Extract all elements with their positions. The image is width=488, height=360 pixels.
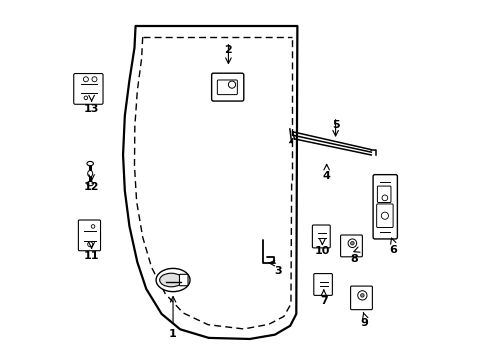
Ellipse shape <box>87 170 93 177</box>
Text: 10: 10 <box>314 247 329 256</box>
FancyBboxPatch shape <box>78 220 101 251</box>
Ellipse shape <box>87 181 93 186</box>
Ellipse shape <box>87 161 93 166</box>
Circle shape <box>87 242 93 247</box>
FancyBboxPatch shape <box>376 204 392 228</box>
Text: 2: 2 <box>224 45 232 55</box>
Circle shape <box>360 294 364 297</box>
FancyBboxPatch shape <box>372 175 397 239</box>
FancyBboxPatch shape <box>179 274 188 286</box>
Circle shape <box>83 77 88 82</box>
Circle shape <box>228 81 235 88</box>
Text: 4: 4 <box>322 171 330 181</box>
FancyBboxPatch shape <box>377 186 390 203</box>
Circle shape <box>350 242 353 245</box>
Text: 11: 11 <box>83 251 99 261</box>
FancyBboxPatch shape <box>350 286 372 310</box>
Text: 7: 7 <box>319 296 327 306</box>
Text: 13: 13 <box>84 104 99 113</box>
Text: 1: 1 <box>169 329 177 339</box>
Text: 6: 6 <box>388 245 396 255</box>
Circle shape <box>347 239 356 248</box>
FancyBboxPatch shape <box>217 80 237 95</box>
FancyBboxPatch shape <box>211 73 244 101</box>
Circle shape <box>84 96 87 100</box>
FancyBboxPatch shape <box>340 235 362 257</box>
Text: 5: 5 <box>331 120 339 130</box>
Circle shape <box>92 77 97 82</box>
FancyBboxPatch shape <box>312 225 329 248</box>
Circle shape <box>381 212 387 219</box>
FancyBboxPatch shape <box>313 274 332 296</box>
FancyBboxPatch shape <box>74 73 103 104</box>
Text: 9: 9 <box>360 318 367 328</box>
Text: 3: 3 <box>274 266 282 276</box>
Circle shape <box>91 225 95 228</box>
Ellipse shape <box>160 273 183 287</box>
Text: 12: 12 <box>83 182 99 192</box>
Circle shape <box>381 195 387 201</box>
Circle shape <box>357 291 366 300</box>
Ellipse shape <box>156 269 190 292</box>
Text: 8: 8 <box>350 254 358 264</box>
